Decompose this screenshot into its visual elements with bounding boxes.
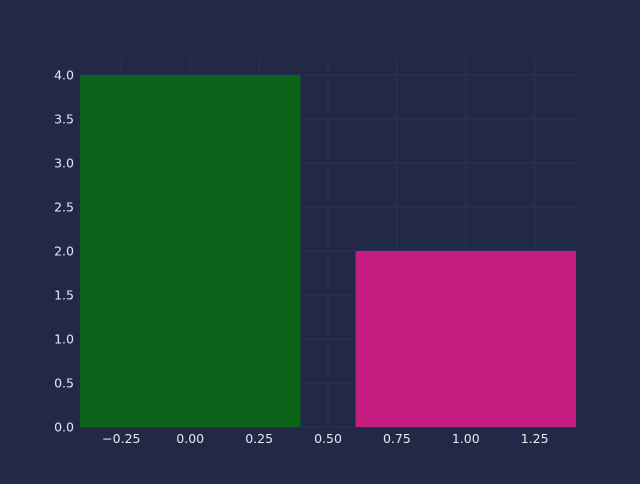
y-tick-label: 1.5 [54,288,74,303]
x-axis-tick-labels: −0.25 0.00 0.25 0.50 0.75 1.00 1.25 [102,431,548,446]
bar-1 [355,251,576,427]
y-tick-label: 0.0 [54,420,74,435]
x-tick-label: 1.25 [521,431,549,446]
x-tick-label: 0.50 [314,431,342,446]
x-tick-label: 1.00 [452,431,480,446]
y-tick-label: 1.0 [54,332,74,347]
x-tick-label: 0.00 [176,431,204,446]
x-tick-label: 0.75 [383,431,411,446]
y-tick-label: 2.0 [54,244,74,259]
y-tick-label: 0.5 [54,376,74,391]
y-tick-label: 2.5 [54,200,74,215]
bar-0 [80,75,301,427]
x-tick-label: −0.25 [102,431,140,446]
y-tick-label: 3.0 [54,156,74,171]
y-axis-tick-labels: 0.0 0.5 1.0 1.5 2.0 2.5 3.0 3.5 4.0 [54,68,74,435]
bars [80,75,576,427]
y-tick-label: 4.0 [54,68,74,83]
x-tick-label: 0.25 [245,431,273,446]
y-tick-label: 3.5 [54,112,74,127]
